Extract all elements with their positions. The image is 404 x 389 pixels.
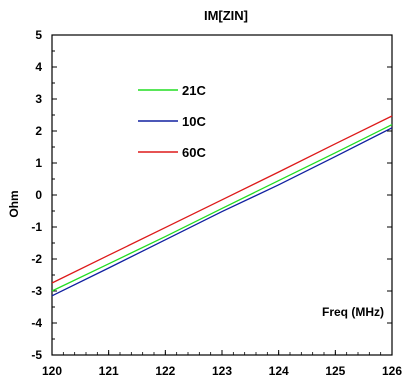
x-tick-label: 121 <box>99 364 119 378</box>
y-tick-label: -1 <box>31 220 42 234</box>
series-line-21c <box>51 124 393 292</box>
y-axis: 5 4 3 2 1 0 -1 -2 -3 -4 -5 <box>31 28 392 362</box>
y-tick-label: 1 <box>35 156 42 170</box>
y-tick-label: 0 <box>35 188 42 202</box>
x-tick-label: 126 <box>382 364 402 378</box>
legend: 21C 10C 60C <box>138 83 206 160</box>
x-tick-label: 125 <box>325 364 345 378</box>
y-tick-label: 5 <box>35 28 42 42</box>
y-tick-label: 4 <box>35 60 42 74</box>
series-line-60c <box>51 115 393 284</box>
legend-label-60c: 60C <box>182 145 206 160</box>
y-tick-label: 2 <box>35 124 42 138</box>
x-tick-label: 120 <box>42 364 62 378</box>
y-tick-label: -4 <box>31 316 42 330</box>
y-tick-label: 3 <box>35 92 42 106</box>
y-tick-label: -5 <box>31 348 42 362</box>
x-tick-label: 124 <box>269 364 289 378</box>
series-line-10c <box>51 127 393 297</box>
x-axis-label: Freq (MHz) <box>322 305 384 319</box>
legend-label-10c: 10C <box>182 114 206 129</box>
legend-label-21c: 21C <box>182 83 206 98</box>
y-axis-label: Ohm <box>7 190 21 217</box>
x-axis: 120 121 122 123 124 125 126 <box>42 350 402 378</box>
y-tick-label: -2 <box>31 252 42 266</box>
x-tick-label: 123 <box>212 364 232 378</box>
y-tick-label: -3 <box>31 284 42 298</box>
series-lines <box>51 115 393 297</box>
x-tick-label: 122 <box>155 364 175 378</box>
chart-title: IM[ZIN] <box>204 8 248 23</box>
